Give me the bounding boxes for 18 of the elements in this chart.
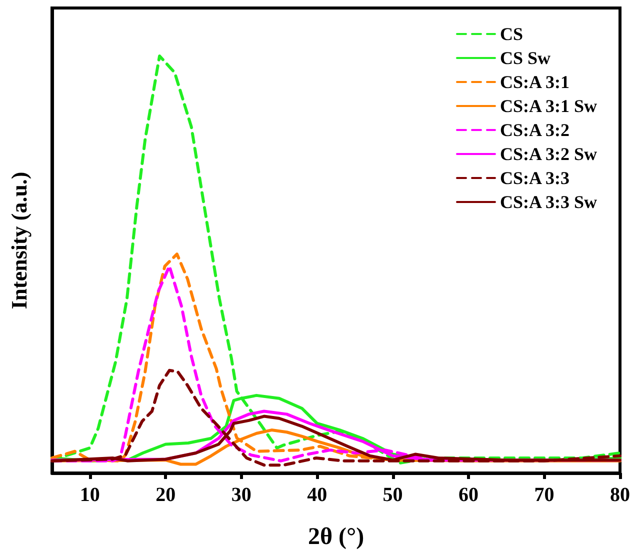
legend-label: CS:A 3:2 Sw [500,144,598,164]
x-tick-label: 60 [458,484,479,506]
legend-label: CS:A 3:1 Sw [500,96,598,116]
y-axis-title: Intensity (a.u.) [6,172,32,310]
x-tick-label: 10 [80,484,100,506]
x-tick-label: 80 [610,484,630,506]
legend-label: CS:A 3:1 [500,72,570,92]
legend-label: CS:A 3:2 [500,120,570,140]
legend-label: CS Sw [500,48,551,68]
x-tick-label: 20 [156,484,176,506]
legend-label: CS:A 3:3 [500,168,570,188]
legend-label: CS:A 3:3 Sw [500,192,598,212]
x-tick-label: 70 [534,484,554,506]
x-tick-label: 30 [231,484,252,506]
x-axis-title: 2θ (°) [308,524,364,550]
x-tick-label: 40 [307,484,328,506]
x-tick-label: 50 [382,484,403,506]
legend-label: CS [500,24,524,44]
